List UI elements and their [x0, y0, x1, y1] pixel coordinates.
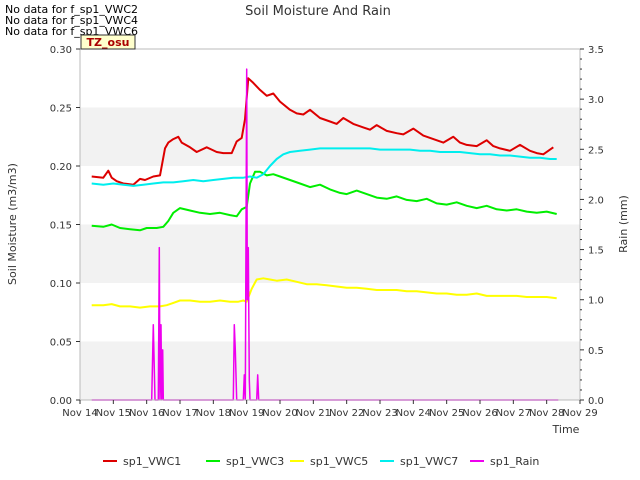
legend-label-sp1_VWC5: sp1_VWC5	[310, 455, 368, 468]
y-tick-label: 0.20	[50, 162, 72, 173]
x-tick-label: Nov 14	[62, 408, 97, 419]
legend-label-sp1_Rain: sp1_Rain	[490, 455, 539, 468]
x-tick-label: Nov 23	[362, 408, 397, 419]
x-axis-label: Time	[552, 423, 580, 436]
y2-tick-label: 0.0	[588, 396, 604, 407]
y-tick-label: 0.25	[50, 104, 72, 115]
legend-label-sp1_VWC3: sp1_VWC3	[226, 455, 284, 468]
x-tick-label: Nov 24	[396, 408, 431, 419]
y-tick-label: 0.00	[50, 396, 72, 407]
y2-axis-label: Rain (mm)	[617, 195, 630, 253]
series-line-sp1_VWC1	[91, 77, 554, 186]
site-badge-label: TZ_osu	[87, 36, 130, 49]
x-tick-label: Nov 18	[196, 408, 231, 419]
y2-tick-label: 3.5	[588, 45, 604, 56]
chart-title: Soil Moisture And Rain	[245, 4, 391, 19]
y-tick-label: 0.30	[50, 45, 72, 56]
x-tick-label: Nov 26	[462, 408, 497, 419]
y2-tick-label: 1.0	[588, 296, 604, 307]
y2-tick-label: 3.0	[588, 95, 604, 106]
y2-tick-label: 2.0	[588, 195, 604, 206]
y-tick-label: 0.10	[50, 279, 72, 290]
series-line-sp1_VWC7	[91, 147, 557, 187]
grid-band	[80, 107, 580, 166]
x-tick-label: Nov 29	[562, 408, 597, 419]
series-line-sp1_VWC3	[91, 170, 557, 232]
y-axis-label: Soil Moisture (m3/m3)	[6, 163, 19, 285]
x-tick-label: Nov 28	[529, 408, 564, 419]
y2-tick-label: 1.5	[588, 246, 604, 257]
x-tick-label: Nov 22	[329, 408, 364, 419]
y-tick-label: 0.05	[50, 338, 72, 349]
x-tick-label: Nov 17	[162, 408, 197, 419]
x-tick-label: Nov 21	[296, 408, 331, 419]
y-tick-label: 0.15	[50, 221, 72, 232]
x-tick-label: Nov 19	[229, 408, 264, 419]
legend-label-sp1_VWC1: sp1_VWC1	[123, 455, 181, 468]
x-tick-label: Nov 16	[129, 408, 164, 419]
x-tick-label: Nov 25	[429, 408, 464, 419]
legend-label-sp1_VWC7: sp1_VWC7	[400, 455, 458, 468]
site-badge: TZ_osu	[80, 34, 136, 50]
y2-tick-label: 0.5	[588, 346, 604, 357]
x-tick-label: Nov 15	[96, 408, 131, 419]
no-data-note-vwc4: No data for f_sp1_VWC4	[5, 14, 139, 27]
series-line-sp1_VWC5	[91, 277, 557, 309]
no-data-note-vwc6: No data for f_sp1_VWC6	[5, 25, 139, 38]
no-data-note-vwc2: No data for f_sp1_VWC2	[5, 3, 139, 16]
grid-band	[80, 224, 580, 283]
x-tick-label: Nov 27	[496, 408, 531, 419]
y2-tick-label: 2.5	[588, 145, 604, 156]
x-tick-label: Nov 20	[262, 408, 297, 419]
